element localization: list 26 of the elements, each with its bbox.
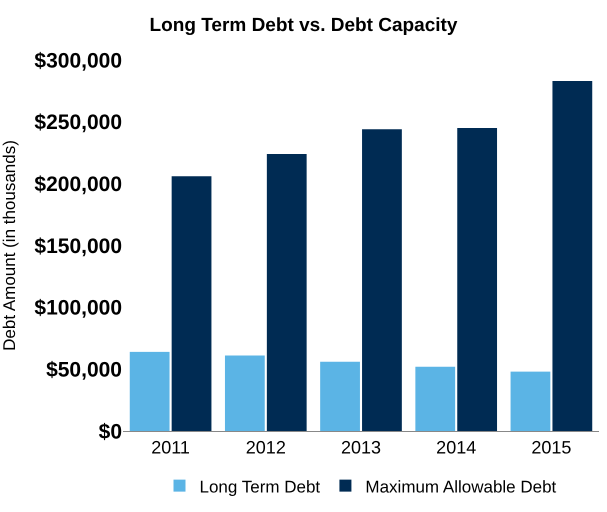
bar [457,128,498,431]
y-tick-label: $100,000 [34,296,122,320]
chart-title: Long Term Debt vs. Debt Capacity [150,15,458,36]
x-tick-label: 2014 [436,438,476,458]
bar [266,154,307,431]
y-tick-label: $50,000 [46,358,122,382]
bar [130,352,170,431]
y-tick-label: $300,000 [34,49,122,72]
x-tick-label: 2015 [531,438,572,458]
bar [415,366,456,431]
bar [320,362,360,431]
y-axis-title: Debt Amount (in thousands) [0,140,19,351]
bar [552,81,592,431]
x-tick-label: 2012 [246,438,286,458]
bar [172,176,212,431]
y-tick-label: $150,000 [34,234,122,258]
y-tick-label: $250,000 [34,111,122,134]
legend-label: Maximum Allowable Debt [365,477,557,496]
legend-label: Long Term Debt [200,477,320,496]
bar [224,356,265,431]
bar [510,372,550,431]
x-tick-label: 2013 [340,438,382,458]
y-tick-label: $200,000 [34,173,122,196]
y-tick-label: $0 [98,420,122,444]
x-tick-label: 2011 [151,438,190,458]
bar [362,129,402,431]
